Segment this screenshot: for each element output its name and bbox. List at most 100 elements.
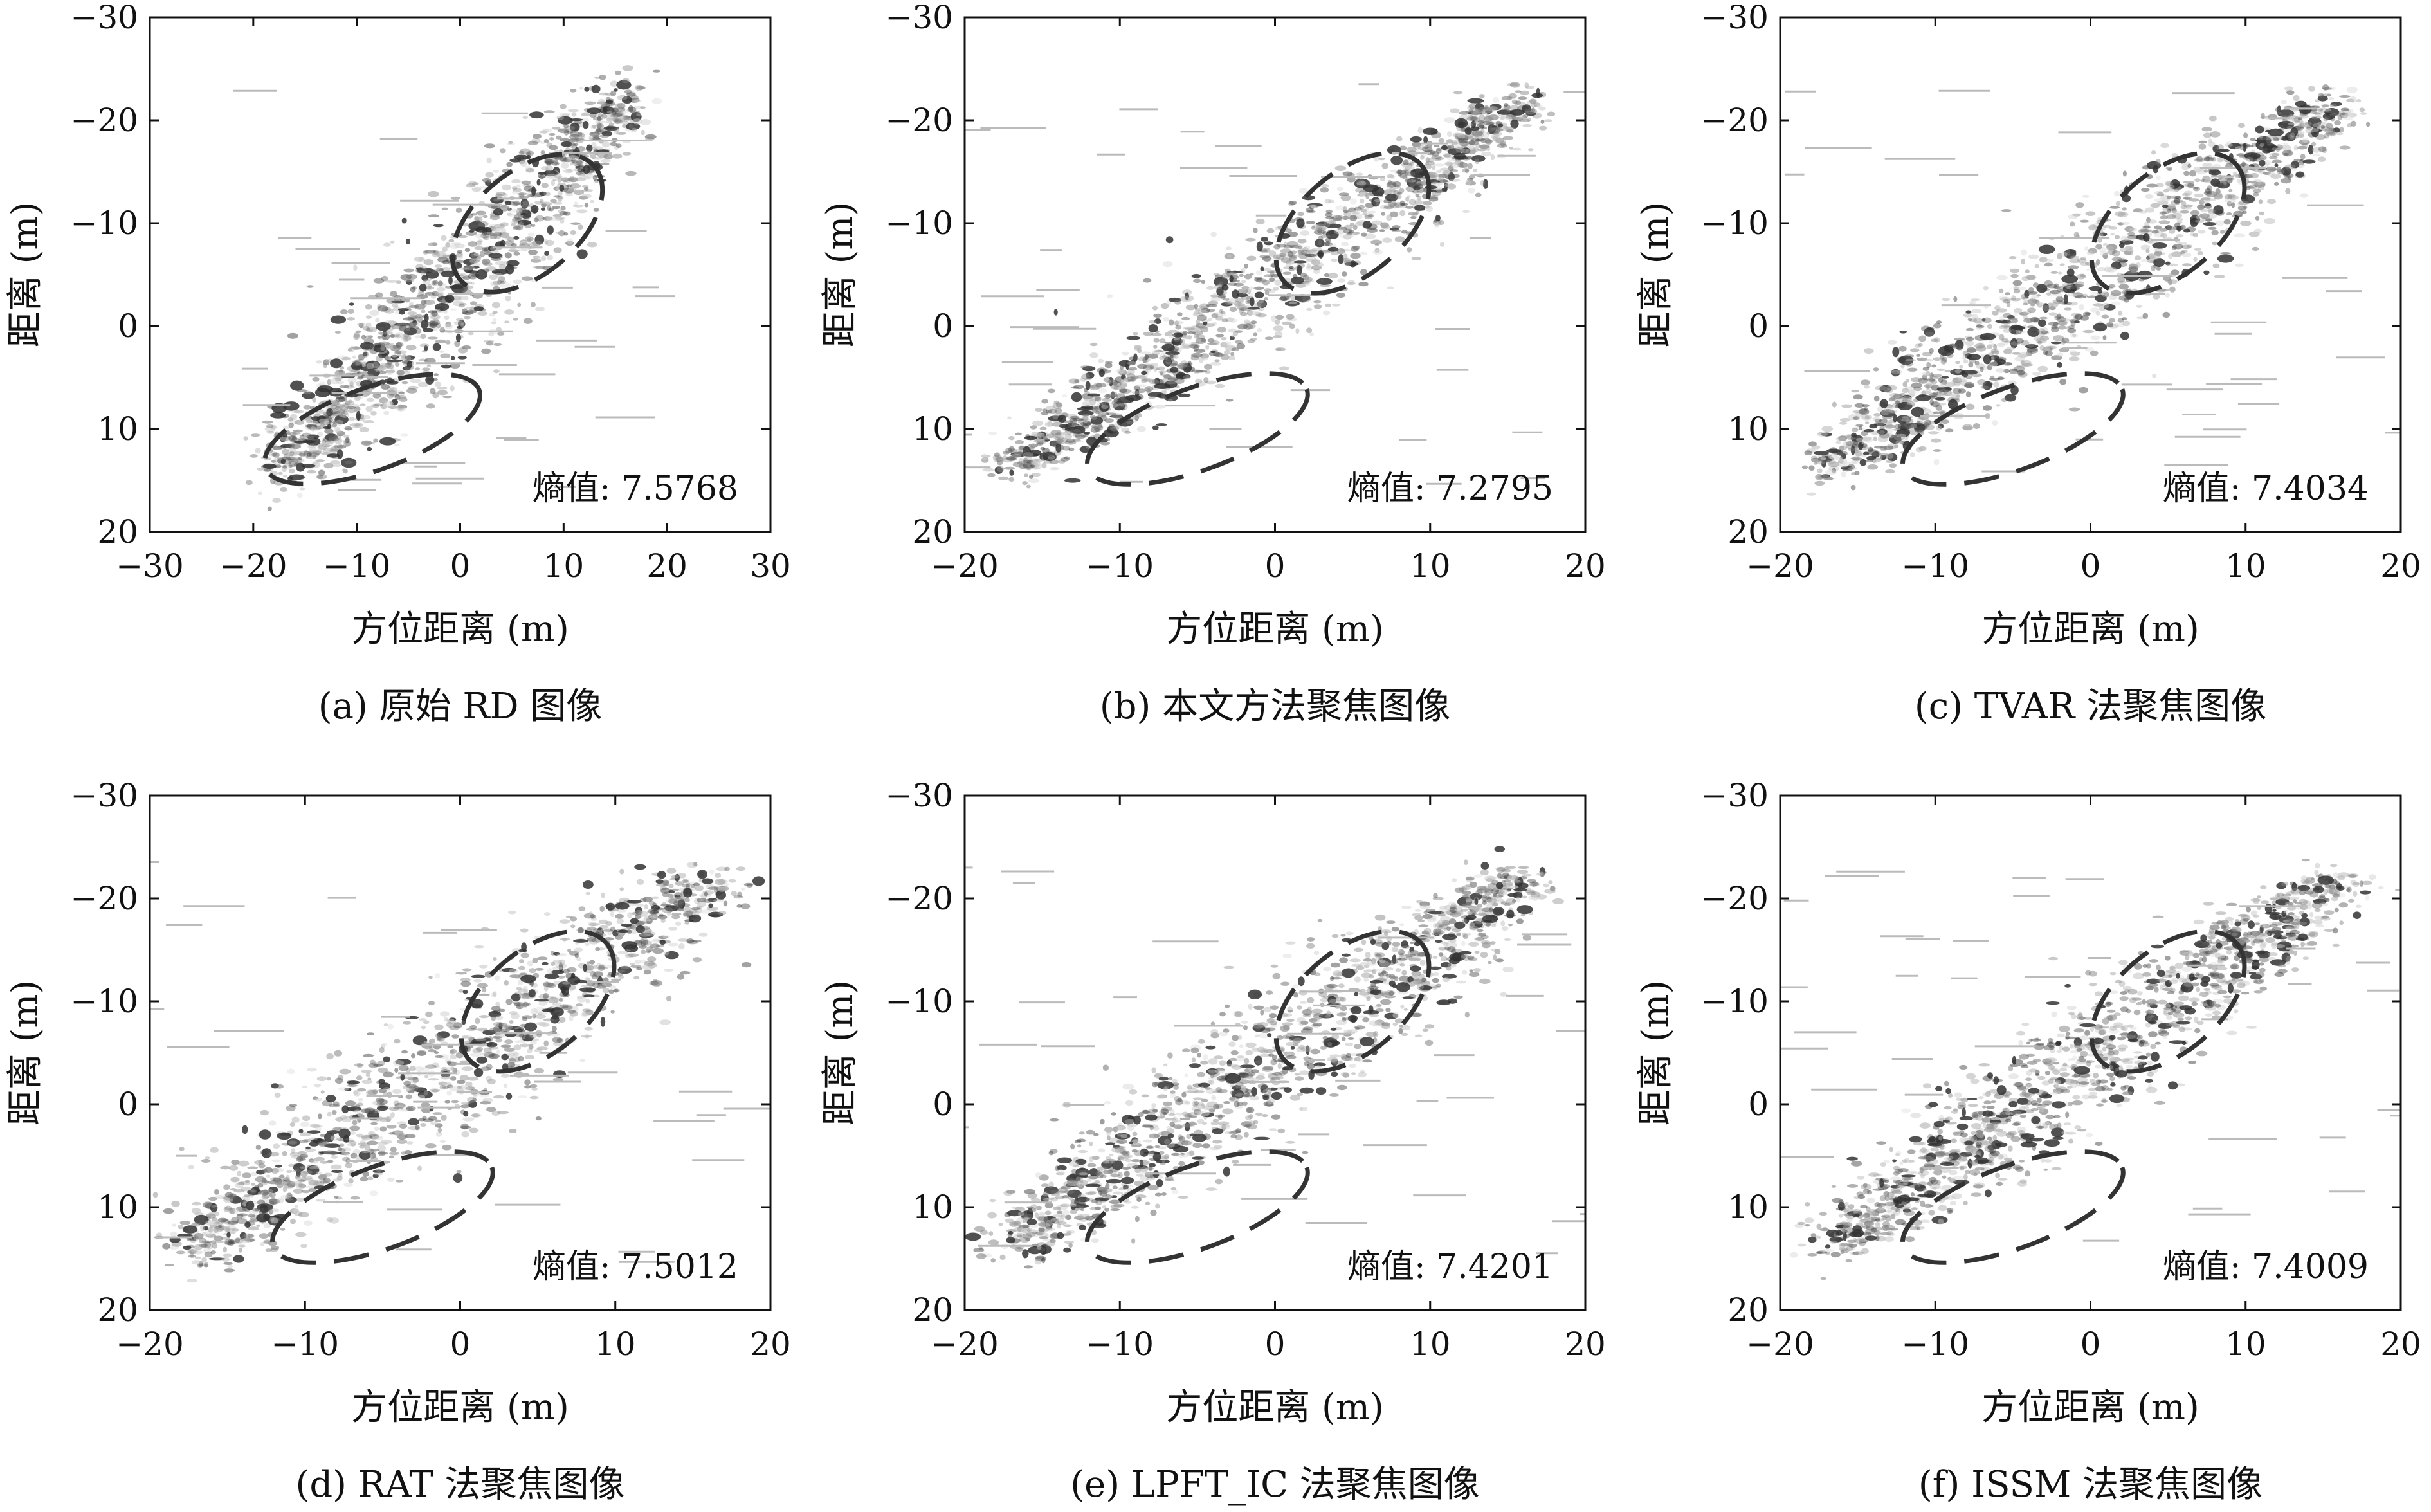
- scatter-point: [2035, 338, 2044, 343]
- scatter-point: [2146, 183, 2158, 188]
- scatter-point: [2193, 257, 2198, 262]
- scatter-point: [1446, 139, 1453, 144]
- scatter-point: [2086, 251, 2094, 255]
- scatter-point: [2208, 226, 2217, 230]
- scatter-point: [1055, 432, 1062, 439]
- scatter-point: [2063, 294, 2068, 304]
- scatter-point: [997, 466, 1005, 473]
- scatter-point: [1989, 378, 2001, 381]
- scatter-point: [1994, 305, 2001, 311]
- scatter-point: [600, 159, 612, 163]
- scatter-point: [1946, 352, 1954, 358]
- scatter-point: [2350, 120, 2357, 127]
- scatter-point: [2044, 262, 2053, 267]
- scatter-point: [1871, 451, 1877, 457]
- scatter-point: [1188, 342, 1199, 347]
- scatter-point: [366, 315, 372, 319]
- scatter-point: [2210, 131, 2221, 138]
- scatter-point: [570, 134, 580, 138]
- scatter-point: [2284, 164, 2296, 169]
- scatter-point: [1119, 388, 1127, 394]
- scatter-point: [2234, 174, 2241, 178]
- scatter-point: [460, 323, 465, 329]
- scatter-point: [1996, 404, 2001, 407]
- scatter-point: [641, 940, 652, 946]
- scatter-point: [2117, 258, 2127, 264]
- scatter-point: [399, 325, 407, 332]
- scatter-point: [572, 159, 579, 164]
- scatter-point: [1522, 104, 1532, 114]
- scatter-point: [376, 355, 383, 362]
- scatter-point: [541, 166, 549, 170]
- scatter-point: [399, 310, 405, 315]
- scatter-point: [2282, 142, 2289, 145]
- scatter-point: [493, 234, 501, 239]
- scatter-point: [1356, 178, 1362, 183]
- scatter-point: [323, 447, 333, 454]
- scatter-point: [215, 1225, 226, 1231]
- scatter-point: [290, 1218, 296, 1225]
- scatter-point: [293, 462, 304, 467]
- scatter-point: [1126, 361, 1136, 365]
- scatter-point: [340, 405, 345, 410]
- scatter-point: [1494, 121, 1499, 124]
- scatter-point: [2012, 369, 2018, 372]
- scatter-point: [1350, 253, 1361, 259]
- panel-caption: (b) 本文方法聚焦图像: [1100, 686, 1450, 727]
- scatter-point: [256, 1169, 265, 1175]
- scatter-point: [1098, 388, 1107, 394]
- scatter-point: [1358, 282, 1369, 287]
- scatter-point: [1137, 348, 1142, 354]
- scatter-point: [1996, 305, 2001, 309]
- scatter-point: [1131, 391, 1141, 394]
- scatter-point: [1544, 119, 1552, 122]
- scatter-point: [391, 387, 398, 393]
- scatter-point: [2295, 120, 2304, 124]
- scatter-point: [1389, 211, 1399, 217]
- scatter-point: [1282, 266, 1291, 269]
- y-axis-label: 距离 (m): [5, 202, 46, 348]
- scatter-point: [1940, 379, 1948, 385]
- scatter-point: [1415, 183, 1424, 190]
- scatter-point: [372, 392, 381, 399]
- scatter-point: [335, 375, 340, 381]
- scatter-point: [365, 322, 372, 328]
- scatter-point: [2062, 283, 2073, 287]
- scatter-point: [1142, 356, 1151, 363]
- scatter-point: [280, 437, 286, 442]
- scatter-point: [2182, 192, 2189, 196]
- scatter-point: [1221, 318, 1228, 322]
- y-tick-label: −10: [1700, 205, 1769, 242]
- scatter-point: [2055, 315, 2064, 319]
- scatter-point: [1428, 196, 1439, 202]
- scatter-point: [1145, 354, 1149, 359]
- scatter-point: [2171, 269, 2180, 276]
- scatter-point: [1397, 169, 1402, 174]
- scatter-point: [1255, 278, 1267, 283]
- scatter-point: [495, 241, 504, 248]
- scatter-point: [1100, 441, 1110, 446]
- scatter-point: [640, 106, 646, 109]
- scatter-point: [1143, 365, 1154, 370]
- scatter-point: [1258, 302, 1267, 307]
- scatter-point: [1450, 161, 1461, 169]
- scatter-point: [357, 376, 364, 380]
- scatter-point: [1121, 374, 1126, 380]
- scatter-point: [1851, 389, 1859, 393]
- scatter-point: [420, 334, 426, 340]
- scatter-point: [488, 1010, 502, 1018]
- scatter-point: [1221, 311, 1226, 317]
- scatter-point: [574, 163, 585, 167]
- scatter-point: [1149, 365, 1154, 370]
- scatter-point: [1916, 354, 1920, 357]
- scatter-point: [1082, 421, 1093, 425]
- scatter-point: [636, 967, 642, 970]
- scatter-point: [1520, 90, 1529, 95]
- x-tick-label: −10: [1086, 547, 1154, 585]
- scatter-point: [2016, 365, 2028, 368]
- scatter-point: [2158, 288, 2169, 292]
- scatter-point: [280, 436, 293, 442]
- scatter-point: [437, 293, 444, 298]
- scatter-point: [390, 334, 395, 338]
- scatter-point: [1200, 327, 1209, 333]
